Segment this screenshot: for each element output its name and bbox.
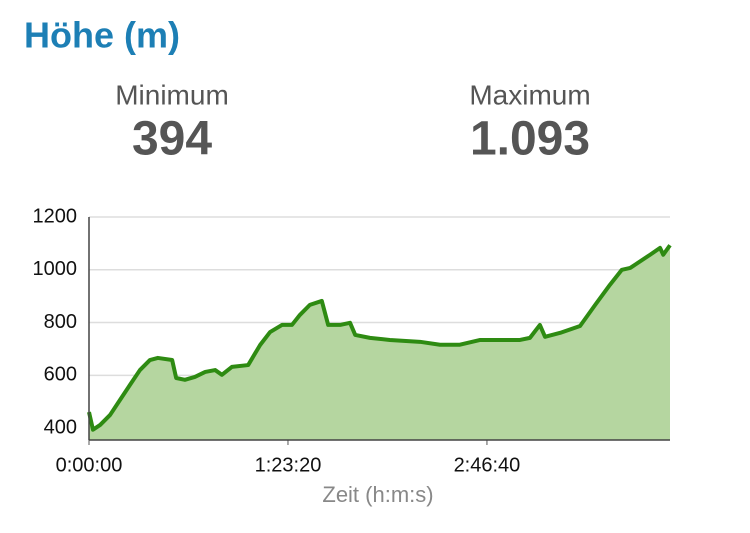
x-axis-label: Zeit (h:m:s) xyxy=(322,482,433,507)
x-tick-label: 1:23:20 xyxy=(255,454,322,476)
y-tick-label: 1000 xyxy=(33,258,78,280)
y-tick-label: 400 xyxy=(44,416,77,438)
x-tick-label: 2:46:40 xyxy=(454,454,521,476)
area-fill xyxy=(89,245,670,440)
stat-value: 394 xyxy=(132,113,212,166)
x-tick-label: 0:00:00 xyxy=(56,454,123,476)
y-tick-label: 600 xyxy=(44,364,77,386)
y-tick-label: 1200 xyxy=(33,205,78,227)
title: Höhe (m) xyxy=(24,15,180,56)
y-tick-label: 800 xyxy=(44,311,77,333)
stat-value: 1.093 xyxy=(470,113,590,166)
elevation-line xyxy=(87,244,672,432)
stat-label: Maximum xyxy=(469,79,590,110)
stat-label: Minimum xyxy=(115,79,229,110)
